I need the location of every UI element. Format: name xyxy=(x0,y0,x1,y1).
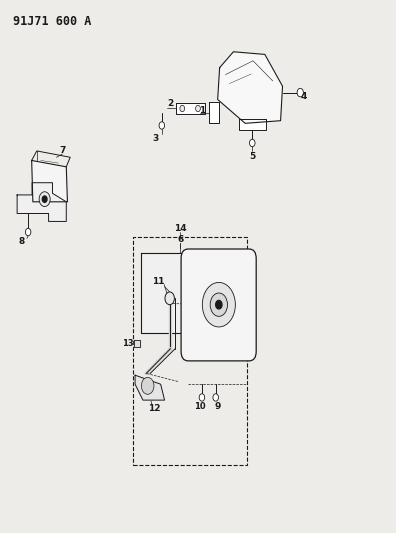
Polygon shape xyxy=(135,375,165,400)
Polygon shape xyxy=(218,52,282,123)
Text: 2: 2 xyxy=(168,99,173,108)
Circle shape xyxy=(202,282,235,327)
Circle shape xyxy=(216,301,222,309)
Text: 12: 12 xyxy=(148,404,161,413)
Text: 4: 4 xyxy=(301,92,307,101)
Circle shape xyxy=(141,377,154,394)
Text: 91J71 600 A: 91J71 600 A xyxy=(13,14,91,28)
Text: 6: 6 xyxy=(177,236,183,245)
Polygon shape xyxy=(209,102,219,123)
Circle shape xyxy=(199,394,205,401)
Text: 8: 8 xyxy=(19,237,25,246)
Text: 10: 10 xyxy=(194,402,206,411)
Text: 7: 7 xyxy=(59,147,65,156)
Polygon shape xyxy=(239,119,266,130)
FancyBboxPatch shape xyxy=(181,249,256,361)
Circle shape xyxy=(210,293,227,317)
Circle shape xyxy=(213,394,219,401)
Circle shape xyxy=(159,122,165,129)
Bar xyxy=(133,237,247,465)
Circle shape xyxy=(297,88,303,97)
Polygon shape xyxy=(141,253,188,333)
Polygon shape xyxy=(32,160,67,202)
Circle shape xyxy=(165,292,174,305)
Text: 1: 1 xyxy=(199,106,205,115)
Text: 3: 3 xyxy=(152,134,159,143)
Polygon shape xyxy=(134,340,140,347)
Polygon shape xyxy=(17,183,66,221)
Text: 13: 13 xyxy=(122,339,134,348)
Circle shape xyxy=(39,192,50,207)
Circle shape xyxy=(42,196,47,203)
Text: 5: 5 xyxy=(249,152,255,161)
Circle shape xyxy=(249,139,255,147)
Text: 14: 14 xyxy=(174,224,187,233)
Text: 9: 9 xyxy=(215,402,221,411)
Polygon shape xyxy=(176,103,205,114)
Text: 11: 11 xyxy=(152,277,165,286)
Circle shape xyxy=(25,228,31,236)
Circle shape xyxy=(180,106,185,112)
Circle shape xyxy=(196,106,200,112)
